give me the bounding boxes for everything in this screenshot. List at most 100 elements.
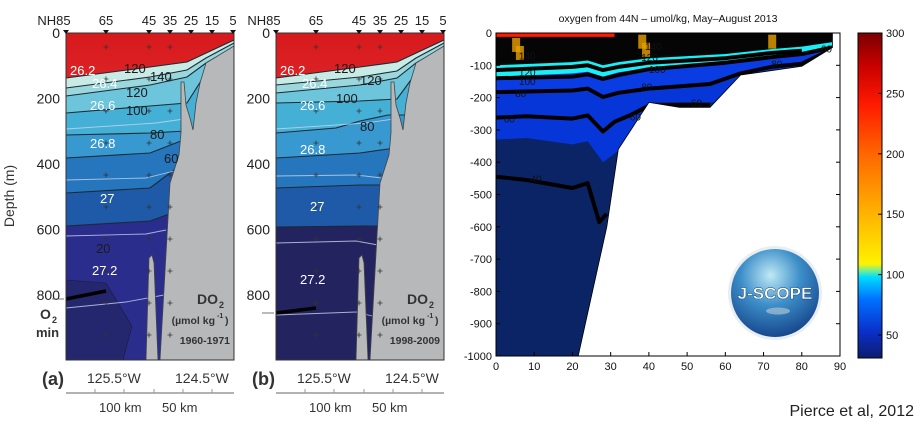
units-close: ) [225,315,229,327]
y-tick-label: 200 [37,91,61,107]
oxygen-contour-label: 80 [360,119,374,134]
bathymetry-slope [159,45,235,361]
chart-title: oxygen from 44N – umol/kg, May–August 20… [559,13,778,25]
sample-marker-icon [103,204,109,210]
density-label: 26.8 [300,142,325,157]
oxygen-contour-label: 100 [126,103,148,118]
sample-marker-icon [103,268,109,274]
y-tick-label: 200 [247,91,271,107]
colorbar-tick-label: 100 [886,270,904,282]
sample-marker-icon [356,76,362,82]
y-tick-label: -600 [470,222,492,234]
contour-line-80 [496,47,833,99]
density-contour-line [275,240,379,246]
colorbar-gradient [857,32,883,359]
period-label: 1960-1971 [180,335,230,347]
x-tick-label: 60 [719,361,731,373]
y-tick-label: -300 [470,125,492,137]
station-label: 35 [373,13,387,28]
contour-label-cluster [515,45,524,60]
citation: Pierce et al, 2012 [789,403,914,420]
sample-marker-icon [167,140,173,146]
high-oxygen-strip [496,33,615,37]
units-superscript: -1 [427,313,433,320]
period-label: 1998-2009 [390,335,440,347]
plot-frame [65,32,235,361]
y-tick-label: 800 [247,287,271,303]
colorbar-tick-label: 300 [886,28,904,40]
sample-marker-icon [313,44,319,50]
density-contour-line [275,174,383,179]
distance-label: 100 km [309,400,352,415]
longitude-label: 124.5°W [385,370,440,386]
units-label: (µmol kg [382,315,425,327]
sample-marker-icon [146,108,152,114]
sample-marker-icon [167,332,173,338]
variable-subscript: 2 [429,300,434,310]
oxygen-contour-label: 100 [336,91,358,106]
sample-marker-icon [377,332,383,338]
density-contour-line [275,118,395,130]
station-label: 65 [309,13,323,28]
station-marker-icon [419,30,425,34]
sample-marker-icon [356,332,362,338]
density-contour-line [65,229,167,237]
sample-marker-icon [103,76,109,82]
sample-marker-icon [146,76,152,82]
station-marker-icon [146,30,152,34]
contour-label-cluster [768,34,777,49]
y-tick-label: 400 [247,156,271,172]
sample-marker-icon [103,44,109,50]
distance-label: 50 km [162,400,197,415]
density-label: 26.6 [300,98,325,113]
y-tick-label: 0 [52,25,60,41]
sample-marker-icon [356,108,362,114]
o2-min-line [275,306,317,315]
sample-marker-icon [103,172,109,178]
sample-marker-icon [356,140,362,146]
y-tick-label: -800 [470,286,492,298]
contour-label: 40 [530,174,542,185]
station-label: NH85 [247,13,280,28]
station-marker-icon [167,30,173,34]
o2-min-subscript: 2 [52,315,57,325]
station-marker-icon [63,30,69,34]
sample-marker-icon [356,300,362,306]
colorbar: 50 100 150 200 250 300 [857,28,904,359]
x-tick-label: 30 [605,361,617,373]
sample-marker-icon [313,140,319,146]
sample-marker-icon [356,204,362,210]
density-contour-line [65,118,185,130]
density-label: 26.4 [92,76,117,91]
contour-label: 80 [771,60,783,71]
contour-line-100 [496,45,833,81]
station-label: 35 [163,13,177,28]
sample-marker-icon [146,300,152,306]
oxygen-contour-label: 120 [126,85,148,100]
logo-disc [731,249,819,337]
y-tick-label: -700 [470,254,492,266]
sample-marker-icon [146,332,152,338]
sample-marker-icon [167,108,173,114]
y-tick-label: -500 [470,190,492,202]
density-contour-line [65,168,183,181]
sample-marker-icon [313,108,319,114]
station-marker-icon [188,30,194,34]
sample-marker-icon [167,204,173,210]
distance-label: 50 km [372,400,407,415]
sample-marker-icon [167,172,173,178]
sample-marker-icon [313,172,319,178]
x-tick-label: 80 [796,361,808,373]
sample-marker-icon [103,236,109,242]
o2-min-word: min [36,325,59,340]
station-marker-icon [103,30,109,34]
sample-marker-icon [146,268,152,274]
x-tick-label: 70 [757,361,769,373]
sample-marker-icon [377,268,383,274]
oxygen-contour-line [275,39,445,79]
sample-marker-icon [356,236,362,242]
y-tick-label: 600 [37,222,61,238]
station-label: 5 [229,13,236,28]
y-tick-label: 800 [37,287,61,303]
density-label: 26.8 [90,136,115,151]
